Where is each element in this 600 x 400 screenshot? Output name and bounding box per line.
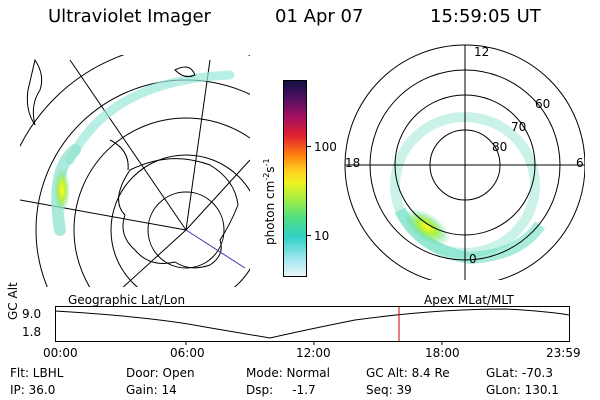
flt-info: Flt: LBHL — [10, 366, 64, 380]
meridian-line — [69, 59, 187, 231]
colorbar-tick-100: 100 — [314, 140, 337, 154]
date-label: 01 Apr 07 — [275, 6, 364, 27]
mlt-label-6: 6 — [576, 156, 584, 170]
color-scale-bar — [283, 80, 307, 277]
time-tick-1800: 18:00 — [425, 346, 460, 360]
latitude-circle — [110, 154, 250, 287]
altitude-timeline — [55, 306, 570, 345]
ip-info: IP: 36.0 — [10, 383, 56, 397]
projection-line — [185, 229, 246, 269]
door-info: Door: Open — [126, 366, 195, 380]
gain-info: Gain: 14 — [126, 383, 177, 397]
coastline — [109, 139, 129, 171]
apex-title: Apex MLat/MLT — [424, 293, 514, 307]
meridian-line — [185, 59, 211, 231]
instrument-title: Ultraviolet Imager — [48, 6, 211, 27]
latitude-circle — [73, 117, 250, 287]
tick-mark — [306, 235, 311, 236]
altitude-curve — [55, 308, 570, 339]
y-tick-bottom: 1.8 — [22, 325, 42, 339]
glon-info: GLon: 130.1 — [486, 383, 559, 397]
tick-mark — [306, 146, 311, 147]
mlt-label-0: 0 — [469, 252, 477, 266]
time-label: 15:59:05 UT — [430, 6, 541, 27]
glat-info: GLat: -70.3 — [486, 366, 553, 380]
y-tick-top: 9.0 — [22, 307, 42, 321]
latitude-circle — [147, 191, 225, 269]
gc-alt-axis-label: GC Alt — [6, 282, 20, 320]
seq-info: Seq: 39 — [366, 383, 412, 397]
colorbar-unit-label: photon cm-2s-1 — [262, 158, 277, 245]
dsp-info: Dsp: -1.7 — [246, 383, 316, 397]
meridian-line — [20, 199, 187, 231]
time-tick-2359: 23:59 — [546, 346, 581, 360]
coastline — [26, 58, 43, 126]
time-tick-0600: 06:00 — [170, 346, 205, 360]
gc-alt-info: GC Alt: 8.4 Re — [366, 366, 450, 380]
antarctica-coastline — [118, 158, 239, 269]
mlat-label-60: 60 — [535, 97, 551, 111]
time-tick-1200: 12:00 — [296, 346, 331, 360]
auroral-hotspot — [404, 208, 450, 246]
geographic-map — [20, 55, 250, 287]
time-tick-0000: 00:00 — [43, 346, 78, 360]
meridian-line — [185, 159, 250, 231]
polar-mlt-plot — [344, 44, 585, 280]
colorbar-tick-10: 10 — [314, 229, 330, 243]
mode-info: Mode: Normal — [246, 366, 330, 380]
geographic-title: Geographic Lat/Lon — [68, 293, 186, 307]
auroral-oval — [65, 70, 235, 165]
auroral-hotspot — [54, 168, 70, 212]
coastline — [174, 66, 196, 78]
mlt-label-12: 12 — [474, 45, 490, 59]
mlat-label-70: 70 — [511, 120, 527, 134]
timeline-frame — [55, 306, 570, 342]
meridian-line — [122, 229, 187, 287]
mlt-label-18: 18 — [345, 156, 361, 170]
mlat-label-80: 80 — [492, 140, 508, 154]
